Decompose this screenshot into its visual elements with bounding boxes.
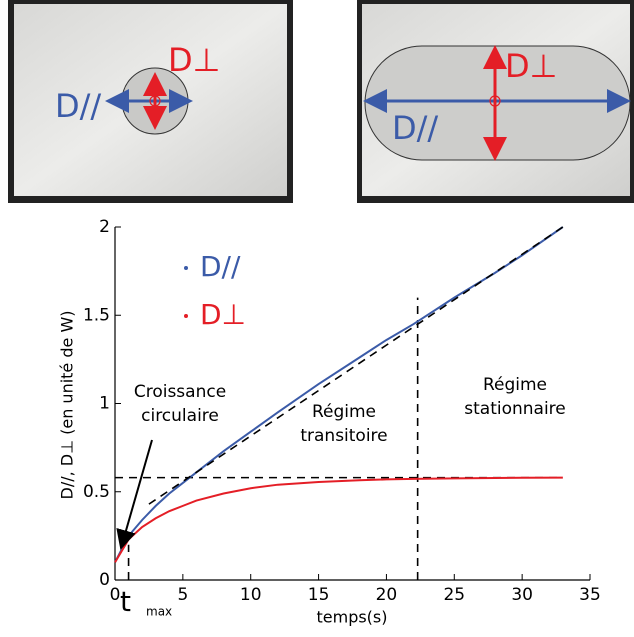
annotation: circulaire	[141, 406, 219, 426]
x-tick-label: 10	[240, 585, 262, 605]
y-tick-label: 1	[99, 394, 110, 414]
x-tick-label: 15	[308, 585, 330, 605]
annotation: transitoire	[300, 426, 387, 446]
photo-left: D⊥ D//	[8, 0, 293, 203]
y-tick-label: 2	[99, 217, 110, 237]
legend-label: D⊥	[200, 298, 246, 331]
x-tick-label: 30	[511, 585, 533, 605]
x-tick-label: 5	[177, 585, 188, 605]
annotation: Régime	[312, 402, 376, 422]
tmax-sub: max	[146, 605, 172, 619]
photo-right: D⊥ D//	[357, 0, 634, 203]
photo-label: D//	[55, 87, 101, 125]
legend-marker	[184, 314, 188, 318]
photo-label: D⊥	[168, 41, 221, 79]
x-tick-label: 0	[110, 585, 121, 605]
y-tick-label: 1.5	[83, 305, 110, 325]
x-axis-label: temps(s)	[316, 608, 387, 627]
tmax-label: t	[120, 585, 131, 618]
annotation: stationnaire	[464, 399, 566, 419]
legend-label: D//	[200, 250, 241, 283]
photo-label: D⊥	[505, 47, 558, 85]
x-tick-label: 35	[579, 585, 601, 605]
photo-label: D//	[392, 109, 438, 147]
y-tick-label: 0.5	[83, 482, 110, 502]
legend-marker	[184, 266, 188, 270]
x-tick-label: 25	[443, 585, 465, 605]
y-axis-label: D//, D⊥ (en unité de W)	[58, 310, 77, 499]
x-tick-label: 20	[376, 585, 398, 605]
annotation: Croissance	[134, 382, 226, 402]
series-line	[114, 476, 563, 563]
y-tick-label: 0	[99, 570, 110, 590]
series-line	[114, 226, 564, 563]
annotation-arrow	[116, 439, 153, 550]
annotation: Régime	[483, 375, 547, 395]
